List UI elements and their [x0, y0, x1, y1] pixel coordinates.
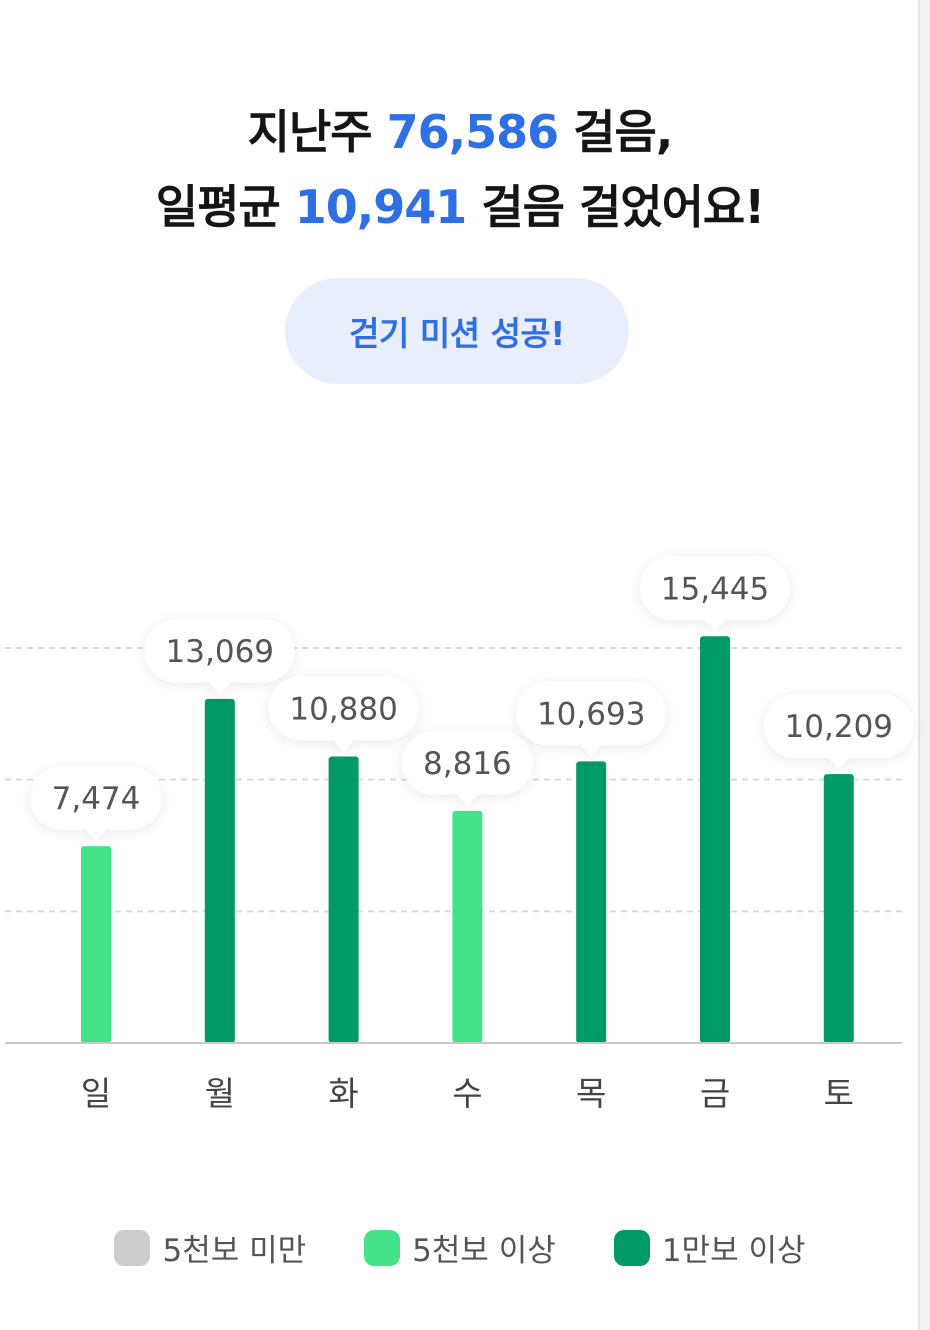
mission-success-badge[interactable]: 걷기 미션 성공! — [285, 278, 629, 384]
value-tooltip — [640, 556, 790, 632]
average-prefix: 일평균 — [155, 180, 295, 234]
tooltip-bubble — [763, 694, 914, 759]
tooltip-pointer — [456, 793, 479, 806]
bar-화 — [328, 756, 359, 1043]
bar-목 — [576, 761, 607, 1043]
legend-item-under-5000: 5천보 미만 — [114, 1225, 306, 1270]
value-labels: 7,474 13,069 10,880 8,816 10,693 15,445 10,209 — [30, 556, 914, 842]
legend-swatch-light-green — [364, 1229, 401, 1266]
value-label: 7,474 — [52, 781, 141, 817]
tooltip-bubble — [30, 766, 162, 831]
bars — [81, 636, 854, 1043]
value-tooltip — [763, 694, 914, 770]
value-tooltip — [401, 730, 533, 806]
tooltip-bubble — [401, 730, 533, 795]
value-label: 15,445 — [661, 571, 769, 607]
tooltip-pointer — [85, 829, 107, 842]
value-tooltip — [516, 681, 667, 757]
value-tooltip — [268, 676, 419, 752]
summary-line-average: 일평균 10,941 걸음 걸었어요! — [0, 170, 920, 245]
value-tooltip — [144, 618, 295, 694]
tooltip-pointer — [704, 619, 726, 632]
legend-label: 5천보 미만 — [162, 1233, 307, 1269]
weekly-steps-chart: 7,474 13,069 10,880 8,816 10,693 15,445 10,209… — [5, 556, 914, 1113]
bar-일 — [81, 846, 111, 1043]
tooltip-pointer — [208, 681, 231, 694]
tooltip-bubble — [640, 556, 790, 621]
value-label: 8,816 — [423, 746, 512, 782]
summary-suffix: 걸음, — [558, 105, 673, 159]
x-tick-label: 일 — [81, 1074, 111, 1113]
legend-item-over-5000: 5천보 이상 — [364, 1225, 556, 1270]
legend-swatch-gray — [114, 1229, 151, 1266]
x-tick-label: 토 — [824, 1074, 854, 1113]
legend-swatch-dark-green — [613, 1229, 650, 1266]
tooltip-pointer — [332, 739, 355, 752]
tooltip-pointer — [827, 757, 850, 770]
chart-legend: 5천보 미만 5천보 이상 1만보 이상 — [0, 1225, 920, 1270]
x-tick-label: 금 — [700, 1074, 730, 1113]
weekly-summary-headline: 지난주 76,586 걸음, 일평균 10,941 걸음 걸었어요! — [0, 95, 920, 245]
bar-토 — [823, 774, 854, 1043]
tooltip-bubble — [516, 681, 667, 746]
value-label: 10,880 — [289, 691, 397, 727]
x-tick-label: 목 — [576, 1074, 606, 1113]
x-tick-label: 수 — [452, 1074, 482, 1113]
weekly-total-steps: 76,586 — [386, 105, 560, 159]
summary-prefix: 지난주 — [247, 105, 387, 159]
average-suffix: 걸음 걸었어요! — [466, 180, 765, 234]
legend-label: 5천보 이상 — [412, 1233, 556, 1269]
legend-label: 1만보 이상 — [661, 1233, 806, 1269]
value-label: 13,069 — [166, 634, 274, 670]
summary-line-total: 지난주 76,586 걸음, — [0, 95, 920, 170]
bar-금 — [700, 636, 730, 1043]
tooltip-bubble — [144, 618, 295, 683]
legend-item-over-10000: 1만보 이상 — [613, 1225, 806, 1270]
value-label: 10,209 — [785, 709, 893, 745]
value-label: 10,693 — [537, 696, 645, 732]
tooltip-pointer — [580, 744, 603, 757]
value-tooltip — [30, 766, 162, 842]
daily-average-steps: 10,941 — [294, 180, 468, 234]
bar-월 — [204, 698, 235, 1043]
tooltip-bubble — [268, 676, 419, 741]
x-tick-label: 월 — [205, 1074, 235, 1113]
bar-수 — [452, 810, 483, 1043]
x-tick-label: 화 — [328, 1074, 358, 1113]
